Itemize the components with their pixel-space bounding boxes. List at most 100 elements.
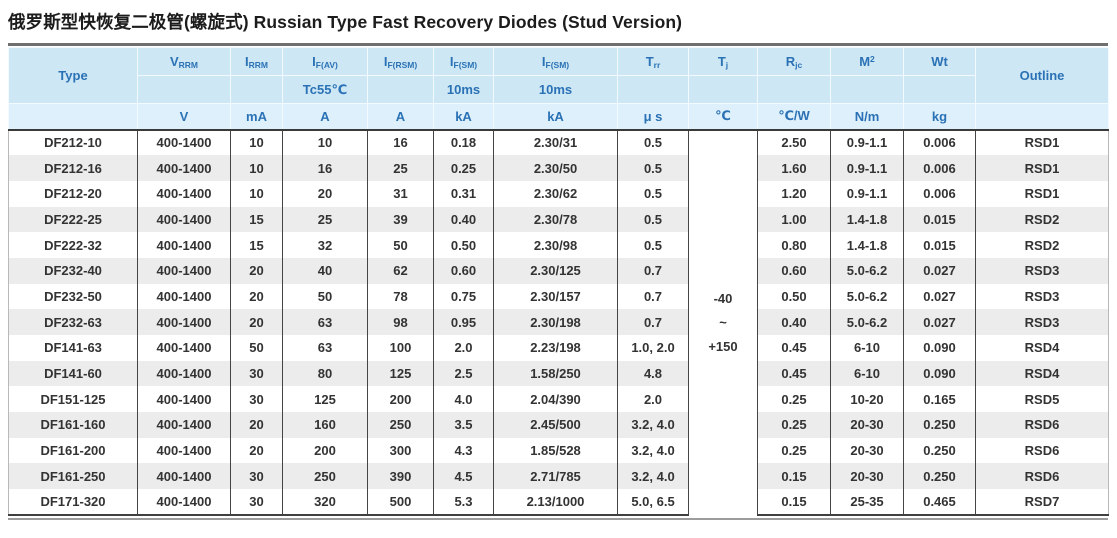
- cell-ifav: 40: [282, 257, 368, 284]
- cell-ifsm2: 2.13/1000: [493, 489, 618, 516]
- cell-wt: 0.250: [903, 463, 976, 490]
- cell-ifsm2: 2.45/500: [493, 412, 618, 438]
- cell-ifsm2: 2.04/390: [493, 386, 618, 413]
- cell-m2: 0.9-1.1: [830, 155, 904, 181]
- cell-wt: 0.250: [903, 437, 976, 464]
- cell-ifav: 320: [282, 489, 368, 516]
- cell-ifsm2: 2.30/125: [493, 257, 618, 284]
- table-row: DF161-160 400-1400 20 160 250 3.5 2.45/500 3.2,…: [8, 412, 1109, 438]
- unit-trr: μ s: [617, 103, 689, 131]
- cell-tj-range: -40 ~ +150: [688, 129, 758, 515]
- cell-vrrm: 400-1400: [137, 180, 231, 207]
- cell-ifrsm: 16: [367, 129, 434, 156]
- cell-vrrm: 400-1400: [137, 335, 231, 361]
- unit-rjc: ℃/W: [757, 103, 831, 131]
- col-header-trr: Trr: [617, 47, 689, 76]
- unit-ifsm-2: kA: [493, 103, 618, 131]
- cell-outline: RSD6: [975, 412, 1109, 438]
- cell-vrrm: 400-1400: [137, 206, 231, 233]
- cell-m2: 6-10: [830, 335, 904, 361]
- cell-vrrm: 400-1400: [137, 386, 231, 413]
- table-header: Type VRRM IRRM IF(AV) IF(RSM) IF(SM) IF(…: [8, 47, 1109, 131]
- cell-ifrsm: 500: [367, 489, 434, 516]
- cell-trr: 3.2, 4.0: [617, 463, 689, 490]
- condition-vrrm: [137, 75, 231, 104]
- cell-rjc: 0.80: [757, 232, 831, 258]
- header-row-conditions: Tc55℃ 10ms 10ms: [9, 75, 1109, 104]
- cell-rjc: 0.15: [757, 463, 831, 490]
- cell-irrm: 30: [230, 489, 283, 516]
- cell-ifsm2: 2.30/157: [493, 283, 618, 310]
- condition-ifrsm: [367, 75, 434, 104]
- cell-ifav: 125: [282, 386, 368, 413]
- unit-tj: ℃: [688, 103, 758, 131]
- cell-ifsm1: 0.18: [433, 129, 494, 156]
- cell-wt: 0.015: [903, 206, 976, 233]
- cell-ifsm2: 2.71/785: [493, 463, 618, 490]
- col-header-wt: Wt: [903, 47, 976, 76]
- cell-m2: 20-30: [830, 412, 904, 438]
- cell-m2: 5.0-6.2: [830, 309, 904, 335]
- cell-ifsm1: 0.40: [433, 206, 494, 233]
- col-header-rjc: Rjc: [757, 47, 831, 76]
- cell-rjc: 0.15: [757, 489, 831, 516]
- cell-m2: 25-35: [830, 489, 904, 516]
- cell-wt: 0.027: [903, 309, 976, 335]
- table-top-rule: [8, 43, 1108, 46]
- cell-ifsm1: 0.31: [433, 180, 494, 207]
- cell-vrrm: 400-1400: [137, 232, 231, 258]
- cell-wt: 0.027: [903, 257, 976, 284]
- cell-rjc: 1.00: [757, 206, 831, 233]
- cell-vrrm: 400-1400: [137, 437, 231, 464]
- cell-trr: 0.5: [617, 206, 689, 233]
- cell-type: DF151-125: [8, 386, 138, 413]
- cell-wt: 0.165: [903, 386, 976, 413]
- table-row: DF212-16 400-1400 10 16 25 0.25 2.30/50 0.5 1.60…: [8, 155, 1109, 181]
- cell-wt: 0.090: [903, 335, 976, 361]
- cell-ifsm1: 4.3: [433, 437, 494, 464]
- cell-ifsm1: 0.75: [433, 283, 494, 310]
- cell-ifrsm: 200: [367, 386, 434, 413]
- cell-ifav: 25: [282, 206, 368, 233]
- cell-type: DF161-200: [8, 437, 138, 464]
- cell-ifsm2: 1.58/250: [493, 360, 618, 387]
- table-row: DF222-32 400-1400 15 32 50 0.50 2.30/98 0.5 0.80…: [8, 232, 1109, 258]
- cell-type: DF232-50: [8, 283, 138, 310]
- cell-outline: RSD3: [975, 257, 1109, 284]
- cell-trr: 0.5: [617, 129, 689, 156]
- table-row: DF232-63 400-1400 20 63 98 0.95 2.30/198 0.7 0.4…: [8, 309, 1109, 335]
- col-header-ifsm-2: IF(SM): [493, 47, 618, 76]
- cell-ifrsm: 300: [367, 437, 434, 464]
- col-header-ifrsm: IF(RSM): [367, 47, 434, 76]
- unit-ifsm-1: kA: [433, 103, 494, 131]
- cell-wt: 0.006: [903, 129, 976, 156]
- cell-ifsm2: 2.30/62: [493, 180, 618, 207]
- cell-ifav: 63: [282, 335, 368, 361]
- table-bottom-rule: [8, 517, 1108, 520]
- cell-m2: 5.0-6.2: [830, 257, 904, 284]
- condition-irrm: [230, 75, 283, 104]
- cell-ifsm2: 2.30/198: [493, 309, 618, 335]
- cell-wt: 0.006: [903, 180, 976, 207]
- cell-ifav: 32: [282, 232, 368, 258]
- cell-m2: 20-30: [830, 437, 904, 464]
- cell-ifav: 16: [282, 155, 368, 181]
- cell-irrm: 20: [230, 412, 283, 438]
- cell-vrrm: 400-1400: [137, 412, 231, 438]
- cell-wt: 0.090: [903, 360, 976, 387]
- table-body: DF212-10 400-1400 10 10 16 0.18 2.30/31 0.5 -40 ~…: [8, 129, 1109, 516]
- cell-outline: RSD1: [975, 180, 1109, 207]
- cell-irrm: 20: [230, 309, 283, 335]
- cell-type: DF222-32: [8, 232, 138, 258]
- cell-ifav: 250: [282, 463, 368, 490]
- cell-irrm: 30: [230, 360, 283, 387]
- unit-irrm: mA: [230, 103, 283, 131]
- table-row: DF222-25 400-1400 15 25 39 0.40 2.30/78 0.5 1.00…: [8, 206, 1109, 233]
- cell-m2: 10-20: [830, 386, 904, 413]
- cell-ifsm1: 0.50: [433, 232, 494, 258]
- cell-trr: 0.5: [617, 155, 689, 181]
- condition-trr: [617, 75, 689, 104]
- cell-wt: 0.015: [903, 232, 976, 258]
- cell-vrrm: 400-1400: [137, 129, 231, 156]
- spec-table-wrap: Type VRRM IRRM IF(AV) IF(RSM) IF(SM) IF(…: [8, 43, 1109, 520]
